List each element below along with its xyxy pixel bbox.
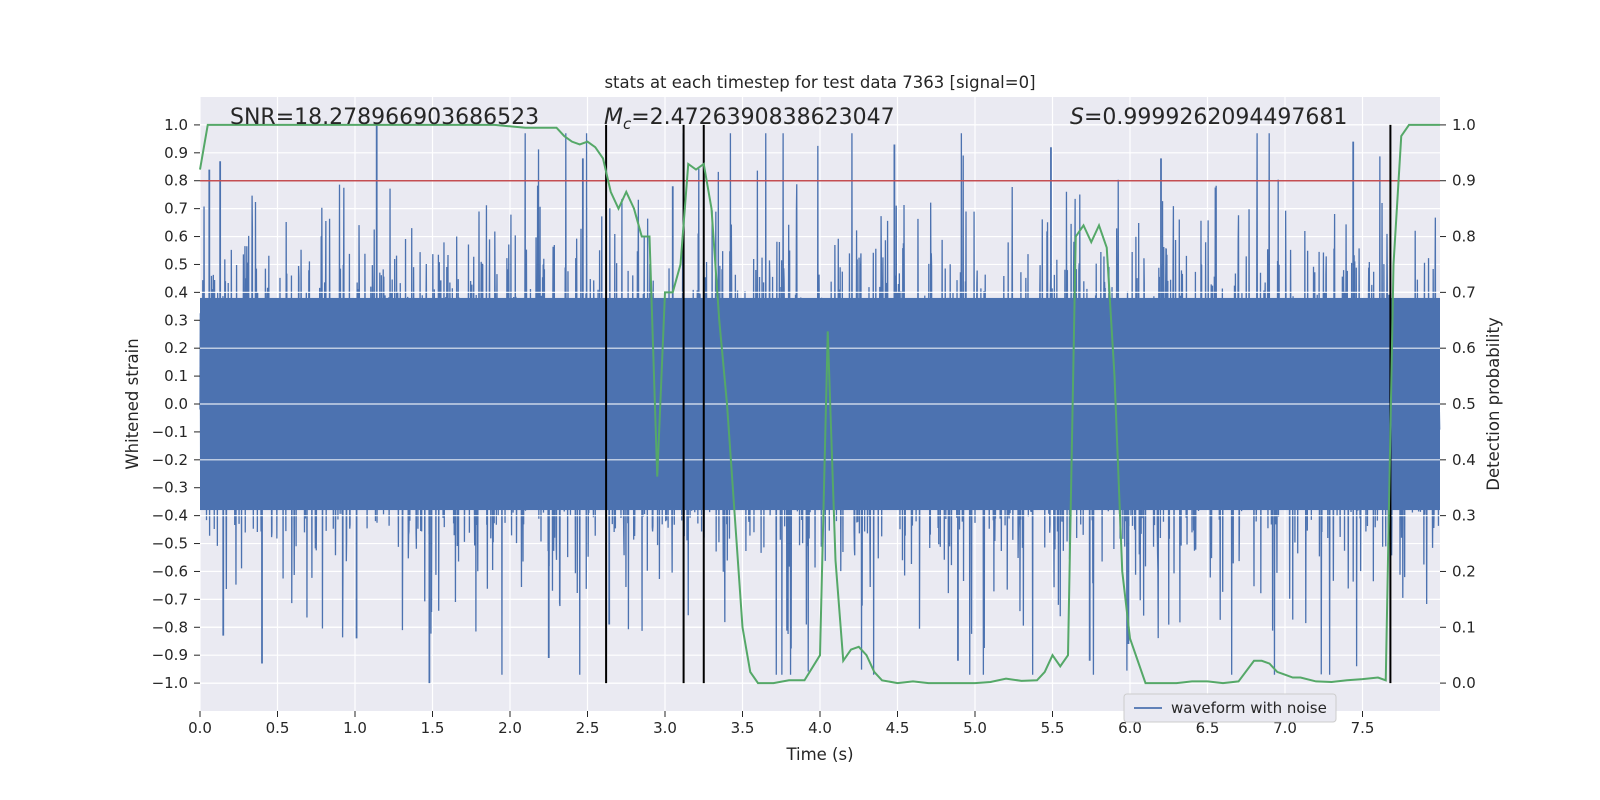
- y2-tick-label: 0.0: [1452, 674, 1476, 692]
- y-tick-label: 1.0: [164, 116, 188, 134]
- x-tick-label: 4.5: [886, 719, 910, 737]
- y-tick-label: −0.5: [152, 535, 188, 553]
- y-tick-label: −1.0: [152, 674, 188, 692]
- y-tick-label: −0.9: [152, 646, 188, 664]
- legend: waveform with noise: [1123, 693, 1337, 723]
- s-value: =0.9999262094497681: [1084, 105, 1347, 130]
- probability-line: [199, 123, 1440, 685]
- chirp-mass-value: =2.4726390838623047: [631, 105, 894, 130]
- chart-title: stats at each timestep for test data 736…: [604, 73, 1035, 92]
- legend-box: [1123, 693, 1337, 723]
- y-tick-label: 0.5: [164, 255, 188, 273]
- y-tick-label: 0.9: [164, 144, 188, 162]
- x-tick-label: 5.5: [1041, 719, 1065, 737]
- y-tick-label: 0.4: [164, 283, 188, 301]
- y-tick-label: −0.2: [152, 451, 188, 469]
- y2-axis-ticks: 1.0 0.9 0.8 0.7 0.6 0.5 0.4 0.3 0.2 0.1 0.0: [1440, 116, 1476, 692]
- chirp-mass-annotation: Mc=2.4726390838623047: [604, 105, 895, 133]
- s-symbol: S: [1070, 105, 1084, 130]
- y-tick-label: −0.3: [152, 479, 188, 497]
- x-tick-label: 7.0: [1273, 719, 1297, 737]
- x-axis-label: Time (s): [785, 745, 853, 764]
- y2-tick-label: 0.7: [1452, 283, 1476, 301]
- chirp-mass-symbol: M: [604, 105, 623, 130]
- legend-entry: waveform with noise: [1171, 699, 1327, 717]
- x-tick-label: 1.0: [343, 719, 367, 737]
- y-tick-label: −0.7: [152, 590, 188, 608]
- x-tick-label: 7.5: [1351, 719, 1375, 737]
- waveform-series: [199, 124, 1441, 684]
- y-tick-label: 0.6: [164, 228, 188, 246]
- probability-series: [199, 123, 1440, 685]
- y2-tick-label: 0.4: [1452, 451, 1476, 469]
- x-tick-label: 6.5: [1196, 719, 1220, 737]
- y2-tick-label: 0.6: [1452, 339, 1476, 357]
- x-tick-label: 6.0: [1118, 719, 1142, 737]
- y2-tick-label: 0.3: [1452, 507, 1476, 525]
- x-tick-label: 2.5: [576, 719, 600, 737]
- y-tick-label: −0.8: [152, 618, 188, 636]
- x-tick-label: 4.0: [808, 719, 832, 737]
- y-tick-label: 0.3: [164, 311, 188, 329]
- y2-tick-label: 0.1: [1452, 618, 1476, 636]
- y-tick-label: 0.1: [164, 367, 188, 385]
- y2-tick-label: 0.9: [1452, 172, 1476, 190]
- y2-tick-label: 0.5: [1452, 395, 1476, 413]
- y-tick-label: 0.2: [164, 339, 188, 357]
- x-tick-label: 2.0: [498, 719, 522, 737]
- snr-annotation: SNR=18.278966903686523: [230, 105, 539, 130]
- y-tick-label: 0.8: [164, 172, 188, 190]
- s-annotation: S=0.9999262094497681: [1070, 105, 1347, 130]
- y2-tick-label: 0.8: [1452, 228, 1476, 246]
- x-tick-label: 0.0: [188, 719, 212, 737]
- x-axis-ticks: 0.0 0.5 1.0 1.5 2.0 2.5 3.0 3.5 4.0 4.5 5.0 5.5 6.0 6…: [188, 711, 1374, 737]
- chirp-mass-subscript: c: [623, 115, 632, 133]
- x-tick-label: 5.0: [963, 719, 987, 737]
- y-tick-label: −0.4: [152, 507, 188, 525]
- x-tick-label: 3.0: [653, 719, 677, 737]
- y-tick-label: −0.1: [152, 423, 188, 441]
- y2-tick-label: 1.0: [1452, 116, 1476, 134]
- y-tick-label: 0.0: [164, 395, 188, 413]
- y2-axis-label: Detection probability: [1484, 317, 1503, 491]
- y-axis-ticks: 1.0 0.9 0.8 0.7 0.6 0.5 0.4 0.3 0.2 0.1 0.0 −0.1 −0.…: [152, 116, 200, 692]
- y-tick-label: −0.6: [152, 562, 188, 580]
- x-tick-label: 3.5: [731, 719, 755, 737]
- y2-tick-label: 0.2: [1452, 562, 1476, 580]
- y-axis-label: Whitened strain: [123, 338, 142, 469]
- x-tick-label: 1.5: [421, 719, 445, 737]
- x-tick-label: 0.5: [266, 719, 290, 737]
- y-tick-label: 0.7: [164, 200, 188, 218]
